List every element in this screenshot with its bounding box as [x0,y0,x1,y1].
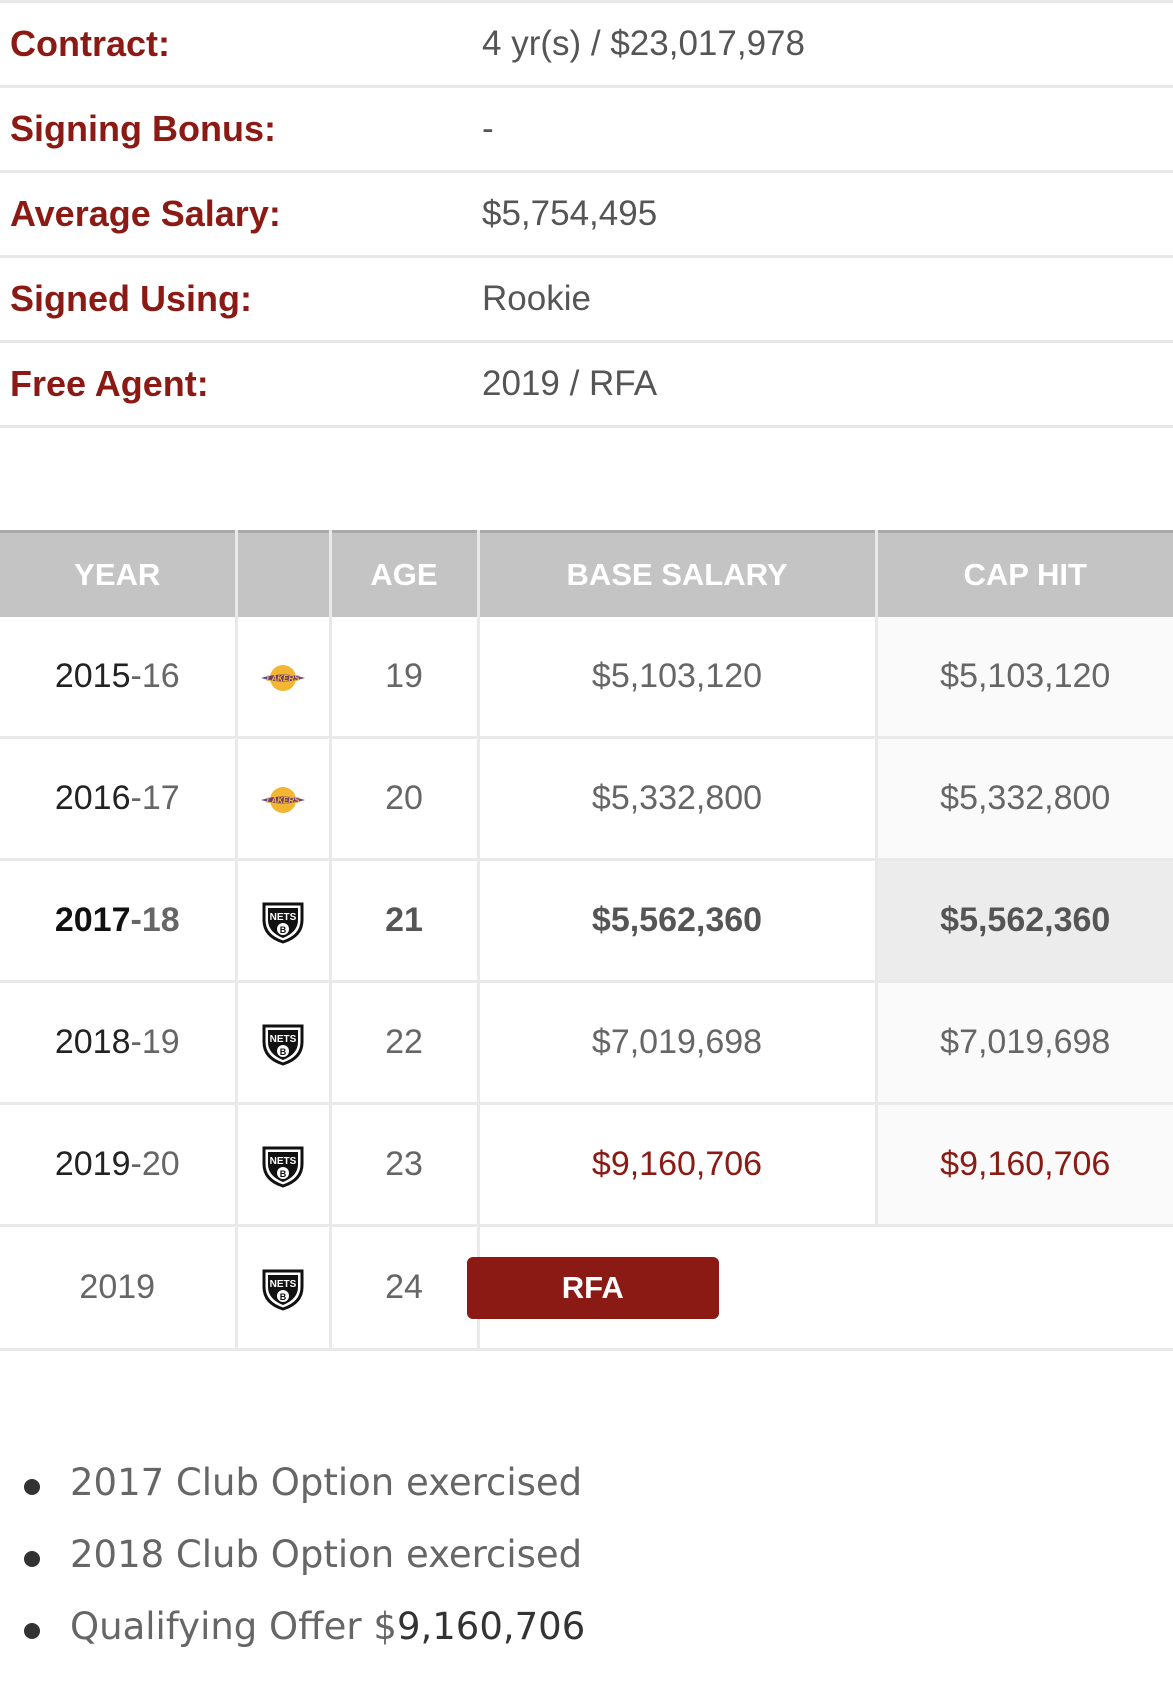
cap-hit-cell: $5,103,120 [876,617,1173,739]
age-cell: 21 [330,859,480,983]
team-cell: LAKERS [236,617,332,739]
age-cell: 19 [330,617,480,739]
svg-text:B: B [280,1292,287,1302]
contract-info-list: Contract: 4 yr(s) / $23,017,978 Signing … [0,0,1173,428]
team-cell: LAKERS [236,737,332,861]
cap-hit-cell: $9,160,706 [876,1103,1173,1227]
year-cell: 2016-17 [0,737,238,861]
lakers-logo-icon[interactable]: LAKERS [259,783,307,817]
age-cell: 23 [330,1103,480,1227]
svg-text:B: B [280,925,287,935]
signed-using-label: Signed Using: [10,278,252,319]
svg-text:NETS: NETS [270,1034,297,1045]
table-row: 2016-17 LAKERS 20 $5,332,800 $5,332,800 [0,737,1173,861]
team-cell: NETS B [236,981,332,1105]
bullet-icon [24,1479,40,1495]
team-cell: NETS B [236,859,332,983]
nets-logo-icon[interactable]: NETS B [260,1265,306,1311]
svg-text:B: B [280,1047,287,1057]
svg-text:NETS: NETS [270,1156,297,1167]
team-cell: NETS B [236,1225,332,1351]
list-item: Qualifying Offer $9,160,706 [0,1599,1173,1671]
lakers-logo-icon[interactable]: LAKERS [259,661,307,695]
year-end: -16 [130,657,180,695]
signed-using-row: Signed Using: Rookie [0,255,1173,340]
note-text: Qualifying Offer $9,160,706 [70,1599,585,1655]
base-salary-cell: $5,562,360 [478,859,878,983]
svg-text:LAKERS: LAKERS [267,674,301,683]
team-cell: NETS B [236,1103,332,1227]
age-cell: 24 [330,1225,480,1351]
average-salary-row: Average Salary: $5,754,495 [0,170,1173,255]
table-row-free-agency: 2019 NETS B 24 RFA [0,1225,1173,1351]
contract-notes: 2017 Club Option exercised 2018 Club Opt… [0,1455,1173,1671]
table-header-row: YEAR AGE BASE SALARY CAP HIT [0,530,1173,617]
empty-cell [876,1225,1173,1351]
contract-label: Contract: [10,23,170,64]
col-header-year[interactable]: YEAR [0,530,238,617]
nets-logo-icon[interactable]: NETS B [260,898,306,944]
free-agent-label: Free Agent: [10,363,209,404]
nets-logo-icon[interactable]: NETS B [260,1020,306,1066]
year-start: 2019 [54,1145,131,1183]
average-salary-label: Average Salary: [10,193,281,234]
year-end: -17 [130,779,180,817]
year-start: 2016 [54,779,131,817]
svg-text:NETS: NETS [270,1279,297,1290]
age-cell: 20 [330,737,480,861]
signing-bonus-row: Signing Bonus: - [0,85,1173,170]
signed-using-value: Rookie [482,279,591,318]
cap-hit-cell: $5,562,360 [876,859,1173,983]
base-salary-cell: $5,332,800 [478,737,878,861]
col-header-cap-hit[interactable]: CAP HIT [876,530,1173,617]
average-salary-value: $5,754,495 [482,194,658,233]
base-salary-cell: $7,019,698 [478,981,878,1105]
contract-value: 4 yr(s) / $23,017,978 [482,24,805,63]
table-row: 2018-19 NETS B 22 $7,019,698 $7,019,698 [0,981,1173,1105]
year-cell: 2018-19 [0,981,238,1105]
bullet-icon [24,1623,40,1639]
year-end: -18 [130,901,180,939]
year-end: -20 [130,1145,180,1183]
signing-bonus-label: Signing Bonus: [10,108,276,149]
free-agent-value: 2019 / RFA [482,364,658,403]
col-header-age[interactable]: AGE [330,530,480,617]
fa-status-cell: RFA [466,1225,876,1351]
nets-logo-icon[interactable]: NETS B [260,1142,306,1188]
list-item: 2018 Club Option exercised [0,1527,1173,1599]
year-cell: 2019-20 [0,1103,238,1227]
base-salary-cell: $5,103,120 [478,617,878,739]
bullet-icon [24,1551,40,1567]
base-salary-cell: $9,160,706 [478,1103,878,1227]
year-start: 2015 [54,657,131,695]
note-text: 2017 Club Option exercised [70,1461,583,1504]
note-text: 2018 Club Option exercised [70,1533,583,1576]
qualifying-offer-amount: 9,160,706 [396,1605,586,1648]
age-cell: 22 [330,981,480,1105]
svg-text:B: B [280,1169,287,1179]
year-cell: 2017-18 [0,859,238,983]
table-row: 2019-20 NETS B 23 $9,160,706 $9,160,706 [0,1103,1173,1227]
salary-table: YEAR AGE BASE SALARY CAP HIT 2015-16 LAK… [0,530,1173,1351]
svg-text:LAKERS: LAKERS [267,796,301,805]
free-agent-row: Free Agent: 2019 / RFA [0,340,1173,428]
col-header-base-salary[interactable]: BASE SALARY [478,530,878,617]
year-cell: 2019 [0,1225,238,1351]
year-end: -19 [130,1023,180,1061]
table-row: 2015-16 LAKERS 19 $5,103,120 $5,103,120 [0,617,1173,739]
cap-hit-cell: $5,332,800 [876,737,1173,861]
svg-text:NETS: NETS [270,912,297,923]
signing-bonus-value: - [482,109,494,148]
year-start: 2018 [54,1023,131,1061]
rfa-button[interactable]: RFA [466,1256,719,1319]
year-start: 2017 [54,901,131,939]
list-item: 2017 Club Option exercised [0,1455,1173,1527]
contract-row: Contract: 4 yr(s) / $23,017,978 [0,0,1173,85]
table-row-current: 2017-18 NETS B 21 $5,562,360 $5,562,360 [0,859,1173,983]
year-cell: 2015-16 [0,617,238,739]
qualifying-offer-prefix: Qualifying Offer $ [70,1605,397,1648]
cap-hit-cell: $7,019,698 [876,981,1173,1105]
col-header-team [236,530,332,617]
